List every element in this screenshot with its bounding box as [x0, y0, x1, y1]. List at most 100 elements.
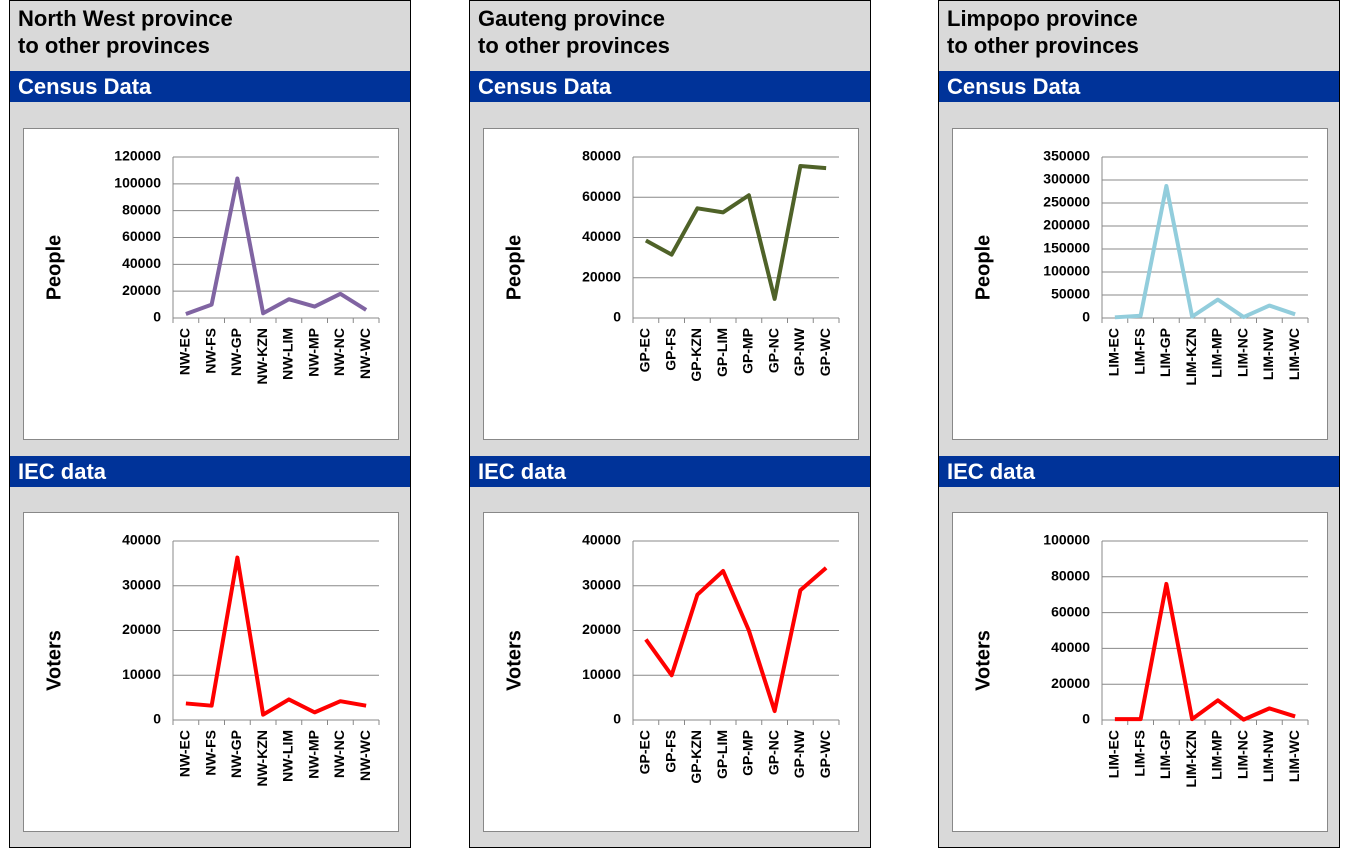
y-axis-label: People — [503, 235, 525, 301]
x-tick-label: LIM-NC — [1234, 730, 1250, 779]
x-tick-label: NW-FS — [202, 328, 218, 374]
y-tick-label: 20000 — [1051, 675, 1090, 691]
y-tick-label: 40000 — [582, 532, 621, 548]
x-tick-label: LIM-FS — [1131, 328, 1147, 375]
x-tick-label: LIM-KZN — [1183, 730, 1199, 788]
data-line — [185, 555, 367, 717]
y-tick-label: 0 — [153, 309, 161, 325]
x-tick-label: NW-WC — [357, 328, 373, 379]
y-tick-label: 40000 — [122, 532, 161, 548]
y-tick-label: 20000 — [122, 621, 161, 637]
x-tick-label: LIM-FS — [1131, 730, 1147, 777]
y-tick-label: 60000 — [1051, 603, 1090, 619]
x-tick-label: NW-GP — [228, 328, 244, 376]
x-tick-label: NW-LIM — [280, 328, 296, 380]
x-tick-label: GP-WC — [817, 328, 833, 376]
y-tick-label: 120000 — [114, 148, 161, 164]
x-tick-label: LIM-KZN — [1183, 328, 1199, 386]
x-tick-label: LIM-GP — [1157, 730, 1173, 779]
y-tick-label: 40000 — [1051, 639, 1090, 655]
panel-title-line: to other provinces — [18, 33, 210, 58]
y-tick-label: 80000 — [122, 201, 161, 217]
x-tick-label: LIM-MP — [1209, 730, 1225, 780]
y-tick-label: 80000 — [1051, 568, 1090, 584]
y-tick-label: 20000 — [122, 282, 161, 298]
x-tick-label: GP-NC — [765, 730, 781, 775]
section-header: Census Data — [939, 71, 1339, 102]
x-tick-label: LIM-WC — [1286, 328, 1302, 380]
x-tick-label: LIM-NC — [1234, 328, 1250, 377]
panel-title: North West province to other provinces — [18, 5, 233, 59]
x-tick-label: NW-MP — [305, 328, 321, 377]
panel: Limpopo province to other provinces Census… — [938, 0, 1340, 848]
x-tick-label: GP-NW — [791, 327, 807, 376]
y-axis-label: Voters — [503, 630, 525, 691]
panel-title: Limpopo province to other provinces — [947, 5, 1139, 59]
y-tick-label: 30000 — [582, 576, 621, 592]
panel-title-line: to other provinces — [947, 33, 1139, 58]
x-tick-label: GP-NC — [765, 328, 781, 373]
section-header: Census Data — [10, 71, 410, 102]
y-tick-label: 10000 — [582, 666, 621, 682]
x-tick-label: LIM-EC — [1106, 328, 1122, 376]
y-axis-label: People — [972, 235, 994, 301]
y-tick-label: 250000 — [1043, 194, 1090, 210]
x-tick-label: GP-LIM — [714, 730, 730, 779]
data-line — [1114, 581, 1296, 722]
y-tick-label: 150000 — [1043, 240, 1090, 256]
data-line — [1114, 183, 1296, 320]
x-tick-label: GP-FS — [662, 328, 678, 371]
panel: North West province to other provinces Cen… — [9, 0, 411, 848]
x-tick-label: LIM-GP — [1157, 328, 1173, 377]
y-tick-label: 40000 — [582, 228, 621, 244]
x-tick-label: GP-EC — [637, 328, 653, 372]
y-tick-label: 30000 — [122, 576, 161, 592]
panel-title-line: Limpopo province — [947, 6, 1138, 31]
y-tick-label: 100000 — [1043, 263, 1090, 279]
y-tick-label: 50000 — [1051, 286, 1090, 302]
panel-title-line: Gauteng province — [478, 6, 666, 31]
y-tick-label: 300000 — [1043, 171, 1090, 187]
chart-box — [23, 128, 399, 440]
x-tick-label: NW-FS — [202, 730, 218, 776]
chart-box — [952, 512, 1328, 832]
x-tick-label: GP-KZN — [688, 730, 704, 784]
x-tick-label: NW-KZN — [254, 730, 270, 786]
data-line — [644, 566, 828, 714]
y-tick-label: 0 — [153, 711, 161, 727]
y-tick-label: 40000 — [122, 255, 161, 271]
x-tick-label: GP-MP — [740, 730, 756, 776]
x-tick-label: NW-WC — [357, 730, 373, 781]
data-line — [644, 164, 827, 301]
chart-box — [23, 512, 399, 832]
panel-title: Gauteng province to other provinces — [478, 5, 670, 59]
x-tick-label: NW-EC — [177, 328, 193, 375]
y-axis-label: People — [43, 235, 65, 301]
x-tick-label: GP-MP — [740, 328, 756, 374]
x-tick-label: GP-EC — [637, 730, 653, 774]
x-tick-label: NW-NC — [331, 328, 347, 376]
x-tick-label: GP-WC — [817, 730, 833, 778]
x-tick-label: GP-KZN — [688, 328, 704, 382]
x-tick-label: NW-MP — [305, 730, 321, 779]
section-header: IEC data — [939, 456, 1339, 487]
panel-title-line: to other provinces — [478, 33, 670, 58]
y-tick-label: 10000 — [122, 666, 161, 682]
section-header: Census Data — [470, 71, 870, 102]
y-axis-label: Voters — [43, 630, 65, 691]
y-tick-label: 0 — [613, 711, 621, 727]
y-tick-label: 60000 — [122, 228, 161, 244]
y-tick-label: 80000 — [582, 148, 621, 164]
y-tick-label: 200000 — [1043, 217, 1090, 233]
section-header: IEC data — [10, 456, 410, 487]
x-tick-label: GP-NW — [791, 729, 807, 778]
x-tick-label: NW-GP — [228, 730, 244, 778]
y-tick-label: 0 — [1082, 711, 1090, 727]
panel-title-line: North West province — [18, 6, 233, 31]
x-tick-label: NW-EC — [177, 730, 193, 777]
x-tick-label: LIM-EC — [1106, 730, 1122, 778]
x-tick-label: LIM-WC — [1286, 730, 1302, 782]
y-tick-label: 60000 — [582, 188, 621, 204]
